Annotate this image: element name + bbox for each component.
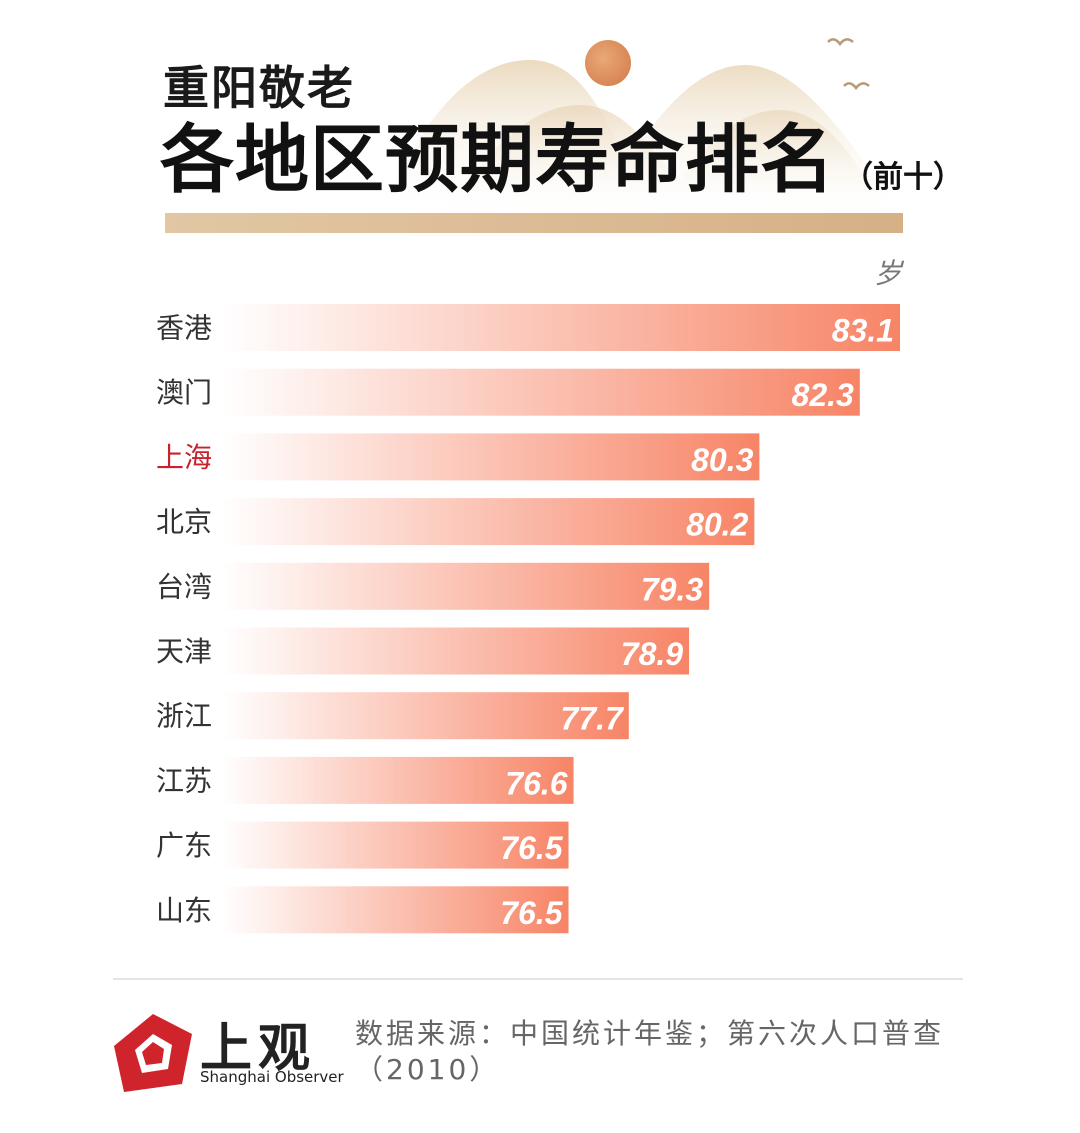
data-source-line: 数据来源：中国统计年鉴；第六次人口普查 — [355, 1017, 945, 1050]
category-label: 北京 — [156, 506, 212, 539]
value-label: 76.5 — [500, 830, 563, 866]
page-title: 各地区预期寿命排名 — [160, 117, 835, 203]
bar-4 — [222, 498, 755, 546]
category-label: 江苏 — [156, 764, 212, 797]
bar-2 — [222, 368, 860, 416]
unit-label: 岁 — [874, 257, 903, 290]
bird-icon — [843, 82, 870, 91]
bar-8 — [222, 756, 574, 804]
mountain-sun-illustration — [380, 38, 900, 215]
footer-divider — [113, 978, 963, 980]
value-label: 78.9 — [621, 636, 683, 672]
value-label: 76.6 — [505, 765, 567, 801]
bar-1 — [222, 304, 900, 351]
logo-text: 上观 — [200, 1018, 317, 1079]
title-underline-bar — [165, 213, 903, 233]
shanghai-observer-logo — [114, 1014, 192, 1092]
bar-7 — [222, 692, 629, 740]
logo-english-text: Shanghai Observer — [200, 1068, 344, 1086]
value-label: 83.1 — [832, 313, 894, 349]
sun-icon — [585, 40, 631, 86]
life-expectancy-bar-chart: 香港 83.1 澳门 82.3 上海 80.3 北京 80.2 台湾 79.3 天津 78.9 浙江 77… — [156, 304, 900, 934]
value-label: 80.2 — [686, 507, 748, 543]
bar-3 — [222, 433, 760, 481]
category-label: 广东 — [156, 829, 212, 862]
bar-6 — [222, 627, 690, 675]
data-source-year: （2010） — [355, 1053, 501, 1086]
category-label: 上海 — [156, 441, 212, 474]
value-label: 79.3 — [641, 571, 703, 607]
subtitle: 重阳敬老 — [163, 61, 355, 115]
value-label: 77.7 — [561, 701, 625, 737]
value-label: 80.3 — [691, 442, 753, 478]
bird-icon — [827, 38, 854, 47]
category-label: 台湾 — [156, 570, 212, 603]
value-label: 82.3 — [792, 377, 854, 413]
bar-9 — [222, 821, 569, 869]
category-label: 澳门 — [156, 376, 212, 409]
category-label: 香港 — [156, 312, 212, 345]
bar-5 — [222, 562, 710, 610]
header: 重阳敬老 各地区预期寿命排名 （前十） — [0, 0, 1080, 250]
category-label: 山东 — [156, 894, 212, 927]
data-source: 数据来源：中国统计年鉴；第六次人口普查 （2010） — [355, 1016, 985, 1088]
value-label: 76.5 — [500, 895, 563, 931]
category-label: 浙江 — [156, 700, 212, 733]
bar-10 — [222, 886, 569, 934]
category-label: 天津 — [156, 635, 212, 668]
title-note: （前十） — [843, 160, 963, 195]
